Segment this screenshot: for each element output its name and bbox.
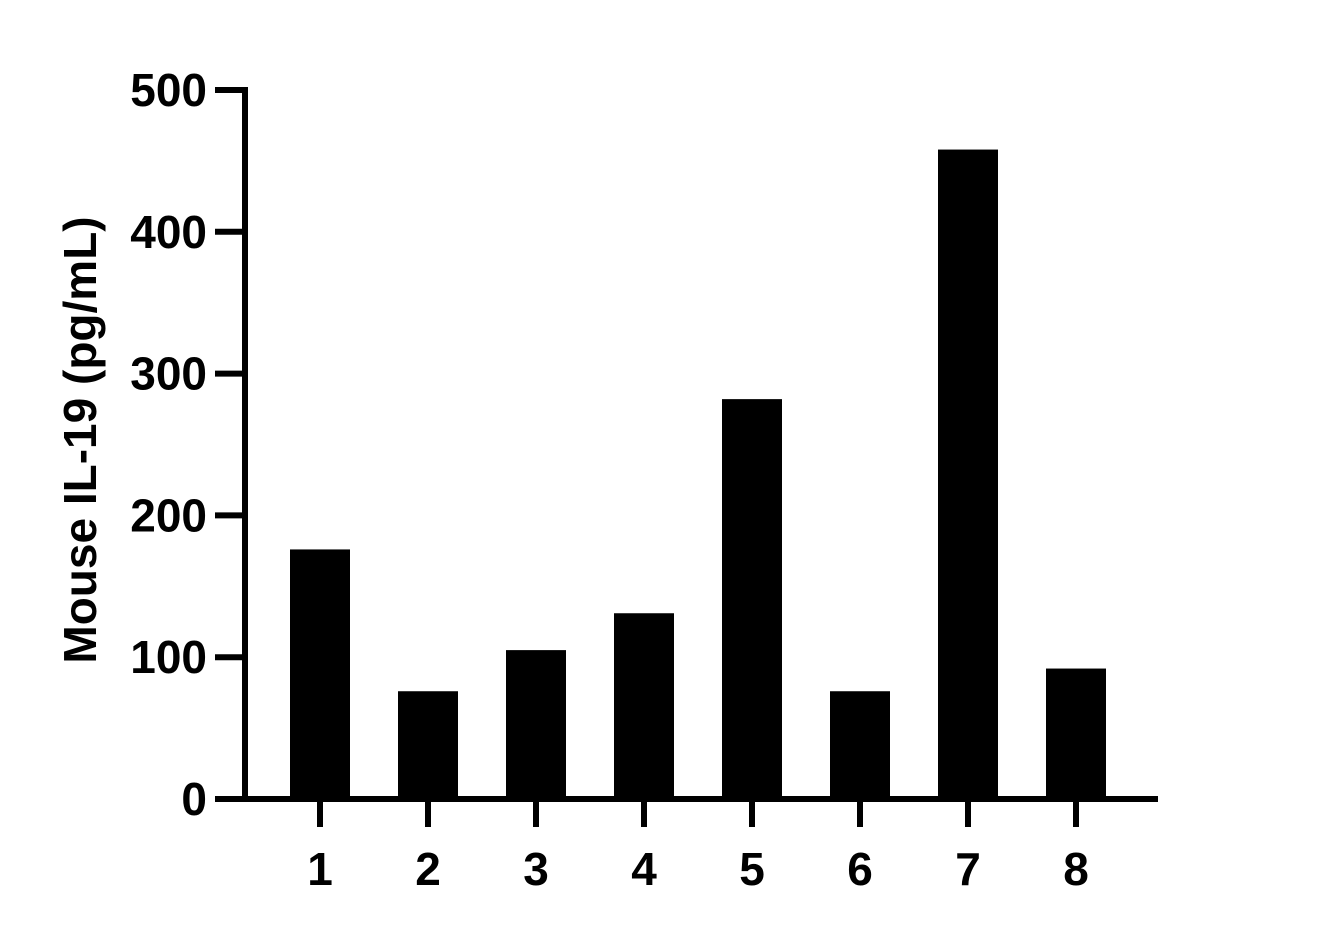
y-tick-label: 0: [181, 773, 207, 825]
y-tick-label: 400: [130, 206, 207, 258]
bar-7: [938, 149, 998, 799]
x-tick-label: 2: [415, 843, 441, 895]
x-tick-label: 4: [631, 843, 657, 895]
y-tick-label: 300: [130, 348, 207, 400]
bar-3: [506, 650, 566, 799]
bar-5: [722, 399, 782, 799]
y-tick-label: 100: [130, 631, 207, 683]
y-tick-label: 200: [130, 489, 207, 541]
x-tick-label: 3: [523, 843, 549, 895]
bar-6: [830, 691, 890, 799]
x-tick-label: 5: [739, 843, 765, 895]
bar-8: [1046, 668, 1106, 799]
x-tick-label: 1: [307, 843, 333, 895]
bar-4: [614, 613, 674, 799]
x-tick-label: 8: [1063, 843, 1089, 895]
y-axis-label: Mouse IL-19 (pg/mL): [54, 216, 106, 663]
x-tick-label: 6: [847, 843, 873, 895]
bar-1: [290, 549, 350, 799]
y-tick-label: 500: [130, 64, 207, 116]
bar-2: [398, 691, 458, 799]
x-tick-label: 7: [955, 843, 981, 895]
